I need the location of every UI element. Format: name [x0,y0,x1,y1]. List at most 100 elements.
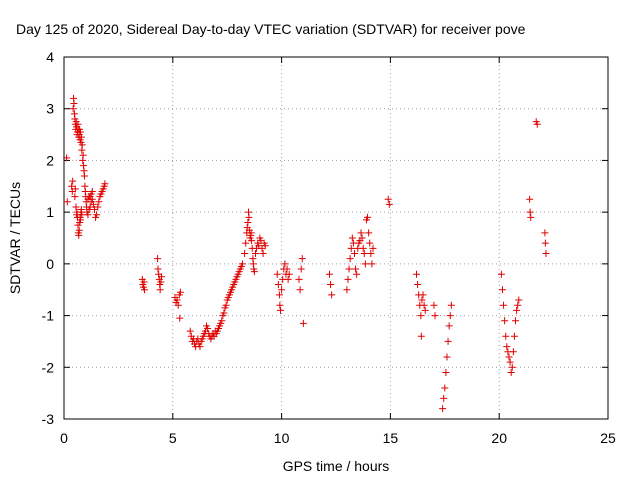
data-point [247,229,255,237]
data-point [75,226,83,234]
data-point [93,211,101,219]
data-point [72,203,80,211]
data-point [508,363,516,371]
data-point [244,218,252,226]
data-point [445,322,453,330]
data-point [419,291,427,299]
data-point [94,203,102,211]
data-point [154,265,162,273]
data-point [242,239,250,247]
data-point [368,260,376,268]
data-point [413,270,421,278]
data-point [513,306,521,314]
data-point [156,286,164,294]
data-point [261,242,269,250]
data-point [71,193,79,201]
data-point [431,312,439,320]
data-point [77,216,85,224]
data-point [273,270,281,278]
data-point [421,306,429,314]
data-point [414,281,422,289]
data-point [88,187,96,195]
data-point [284,275,292,283]
x-tick-label: 5 [169,430,177,446]
y-tick-label: 3 [46,101,54,117]
data-point [527,213,535,221]
data-point [204,325,212,332]
data-point [497,270,505,278]
data-point [514,301,522,309]
data-point [440,394,448,402]
data-point [328,291,336,299]
data-point [63,154,71,162]
data-point [359,244,367,252]
data-point [69,177,77,185]
data-point [366,239,374,247]
data-point [274,281,282,289]
data-point [157,278,165,286]
data-point [77,128,85,136]
data-point [89,200,97,208]
y-tick-label: 1 [46,204,54,220]
data-point [343,286,351,294]
data-point [196,343,204,351]
data-point [276,301,284,309]
x-tick-label: 20 [491,430,507,446]
data-point [498,286,506,294]
data-point [78,141,86,149]
data-point [441,384,449,392]
data-point [353,270,361,278]
data-point [69,105,77,113]
data-point [186,327,194,335]
data-point [509,348,517,356]
y-tick-label: 0 [46,256,54,272]
data-point [344,275,352,283]
y-axis-label: SDTVAR / TECUs [7,182,23,294]
data-point [367,250,375,258]
y-tick-labels: -3 -2 -1 0 1 2 3 4 [42,49,55,427]
data-point [420,301,428,309]
data-point [176,288,184,296]
data-point [176,314,184,322]
data-point [84,211,92,219]
data-point [85,193,93,201]
data-point [173,296,181,304]
data-point [278,286,286,294]
data-point [241,250,249,258]
data-point [541,229,549,237]
data-point [238,260,246,268]
data-point [296,286,304,294]
data-point [430,301,438,309]
data-point [357,229,365,237]
data-point [443,353,451,361]
data-point [325,270,333,278]
data-point [542,250,550,258]
data-point [442,368,450,376]
data-point [68,182,76,190]
data-point [95,198,103,206]
plot-frame [63,56,609,420]
data-point [154,255,162,263]
x-tick-labels: 0 5 10 15 20 25 [60,430,616,446]
data-point [369,244,377,252]
data-point [512,317,520,325]
data-point [250,268,258,276]
data-point [281,260,289,268]
data-point [245,213,253,221]
data-point [79,151,87,159]
data-point [346,255,354,263]
data-point [384,195,392,203]
data-point [364,213,372,221]
data-point [352,265,360,273]
data-point [78,211,86,219]
x-tick-label: 10 [274,430,290,446]
data-point [503,343,511,351]
y-tick-label: -1 [42,308,55,324]
data-point [507,368,515,376]
data-point [77,133,85,141]
y-tick-label: 4 [46,49,54,65]
data-point [220,309,228,317]
data-point [297,265,305,273]
data-point [277,306,285,314]
